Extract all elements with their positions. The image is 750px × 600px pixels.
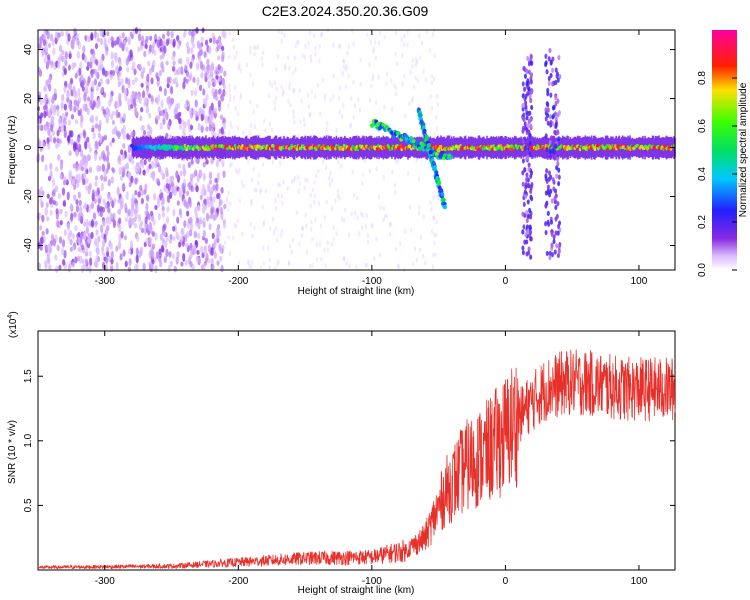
colorbar-tick-label: 0.6	[697, 119, 708, 133]
y-tick-label: -20	[23, 189, 34, 204]
snr-y-label: SNR (10 * v/v)	[7, 420, 18, 484]
y-tick-label: 1.0	[23, 433, 34, 447]
x-tick-label: -300	[95, 276, 115, 287]
spectrogram-feature-vertical_burst	[544, 47, 562, 261]
snr-panel: -300 -200 -100 0 100 0.5 1.0 1.5 Height of str…	[7, 311, 676, 596]
colorbar-ticks: 0.0 0.2 0.4 0.6 0.8	[697, 71, 737, 277]
snr-y-ticks: 0.5 1.0 1.5	[23, 369, 675, 512]
colorbar-gradient	[712, 30, 737, 270]
svg-text:(x104): (x104)	[7, 311, 19, 338]
y-tick-label: -40	[23, 238, 34, 253]
x-tick-label: -200	[228, 576, 248, 587]
spectrogram-marks	[36, 26, 676, 274]
spectrogram-x-label: Height of straight line (km)	[298, 286, 415, 297]
spectrogram-feature-streak	[416, 107, 448, 210]
snr-exponent-close: )	[8, 311, 19, 314]
spectrogram-y-label: Frequency (Hz)	[7, 116, 18, 185]
x-tick-label: 100	[631, 576, 648, 587]
spectrogram-feature-streak	[369, 118, 454, 161]
colorbar: 0.0 0.2 0.4 0.6 0.8 Normalized spectral ampl…	[697, 30, 749, 277]
y-tick-label: 1.5	[23, 369, 34, 383]
y-tick-label: 40	[23, 44, 34, 56]
x-tick-label: -200	[228, 276, 248, 287]
snr-exponent-power: 4	[7, 315, 14, 319]
y-tick-label: 20	[23, 93, 34, 105]
spectrogram-x-ticks: -300 -200 -100 0 100	[95, 30, 648, 287]
x-tick-label: 0	[503, 276, 509, 287]
colorbar-tick-label: 0.8	[697, 71, 708, 85]
y-tick-label: 0	[23, 144, 34, 150]
spectrogram-feature-band	[130, 135, 676, 160]
spectrogram-y-ticks: -40 -20 0 20 40	[23, 44, 675, 253]
x-tick-label: -100	[362, 276, 382, 287]
colorbar-label: Normalized spectral amplitude	[738, 82, 749, 217]
colorbar-tick-label: 0.0	[697, 263, 708, 277]
colorbar-tick-label: 0.2	[697, 215, 708, 229]
x-tick-label: 100	[631, 276, 648, 287]
colorbar-tick-label: 0.4	[697, 167, 708, 181]
snr-exponent-base: (x10	[8, 318, 19, 338]
spectrogram-frame	[37, 29, 676, 271]
snr-x-ticks: -300 -200 -100 0 100	[95, 331, 648, 587]
snr-series-line	[37, 349, 676, 570]
snr-x-label: Height of straight line (km)	[298, 585, 415, 596]
figure-title: C2E3.2024.350.20.36.G09	[262, 3, 429, 19]
spectrogram-feature-vertical_burst	[521, 53, 534, 260]
spectrogram-feature-noise	[36, 26, 440, 274]
snr-y-exponent: (x104)	[7, 311, 19, 338]
x-tick-label: -300	[95, 576, 115, 587]
y-tick-label: 0.5	[23, 498, 34, 512]
x-tick-label: -100	[362, 576, 382, 587]
snr-frame	[37, 330, 676, 571]
x-tick-label: 0	[503, 576, 509, 587]
